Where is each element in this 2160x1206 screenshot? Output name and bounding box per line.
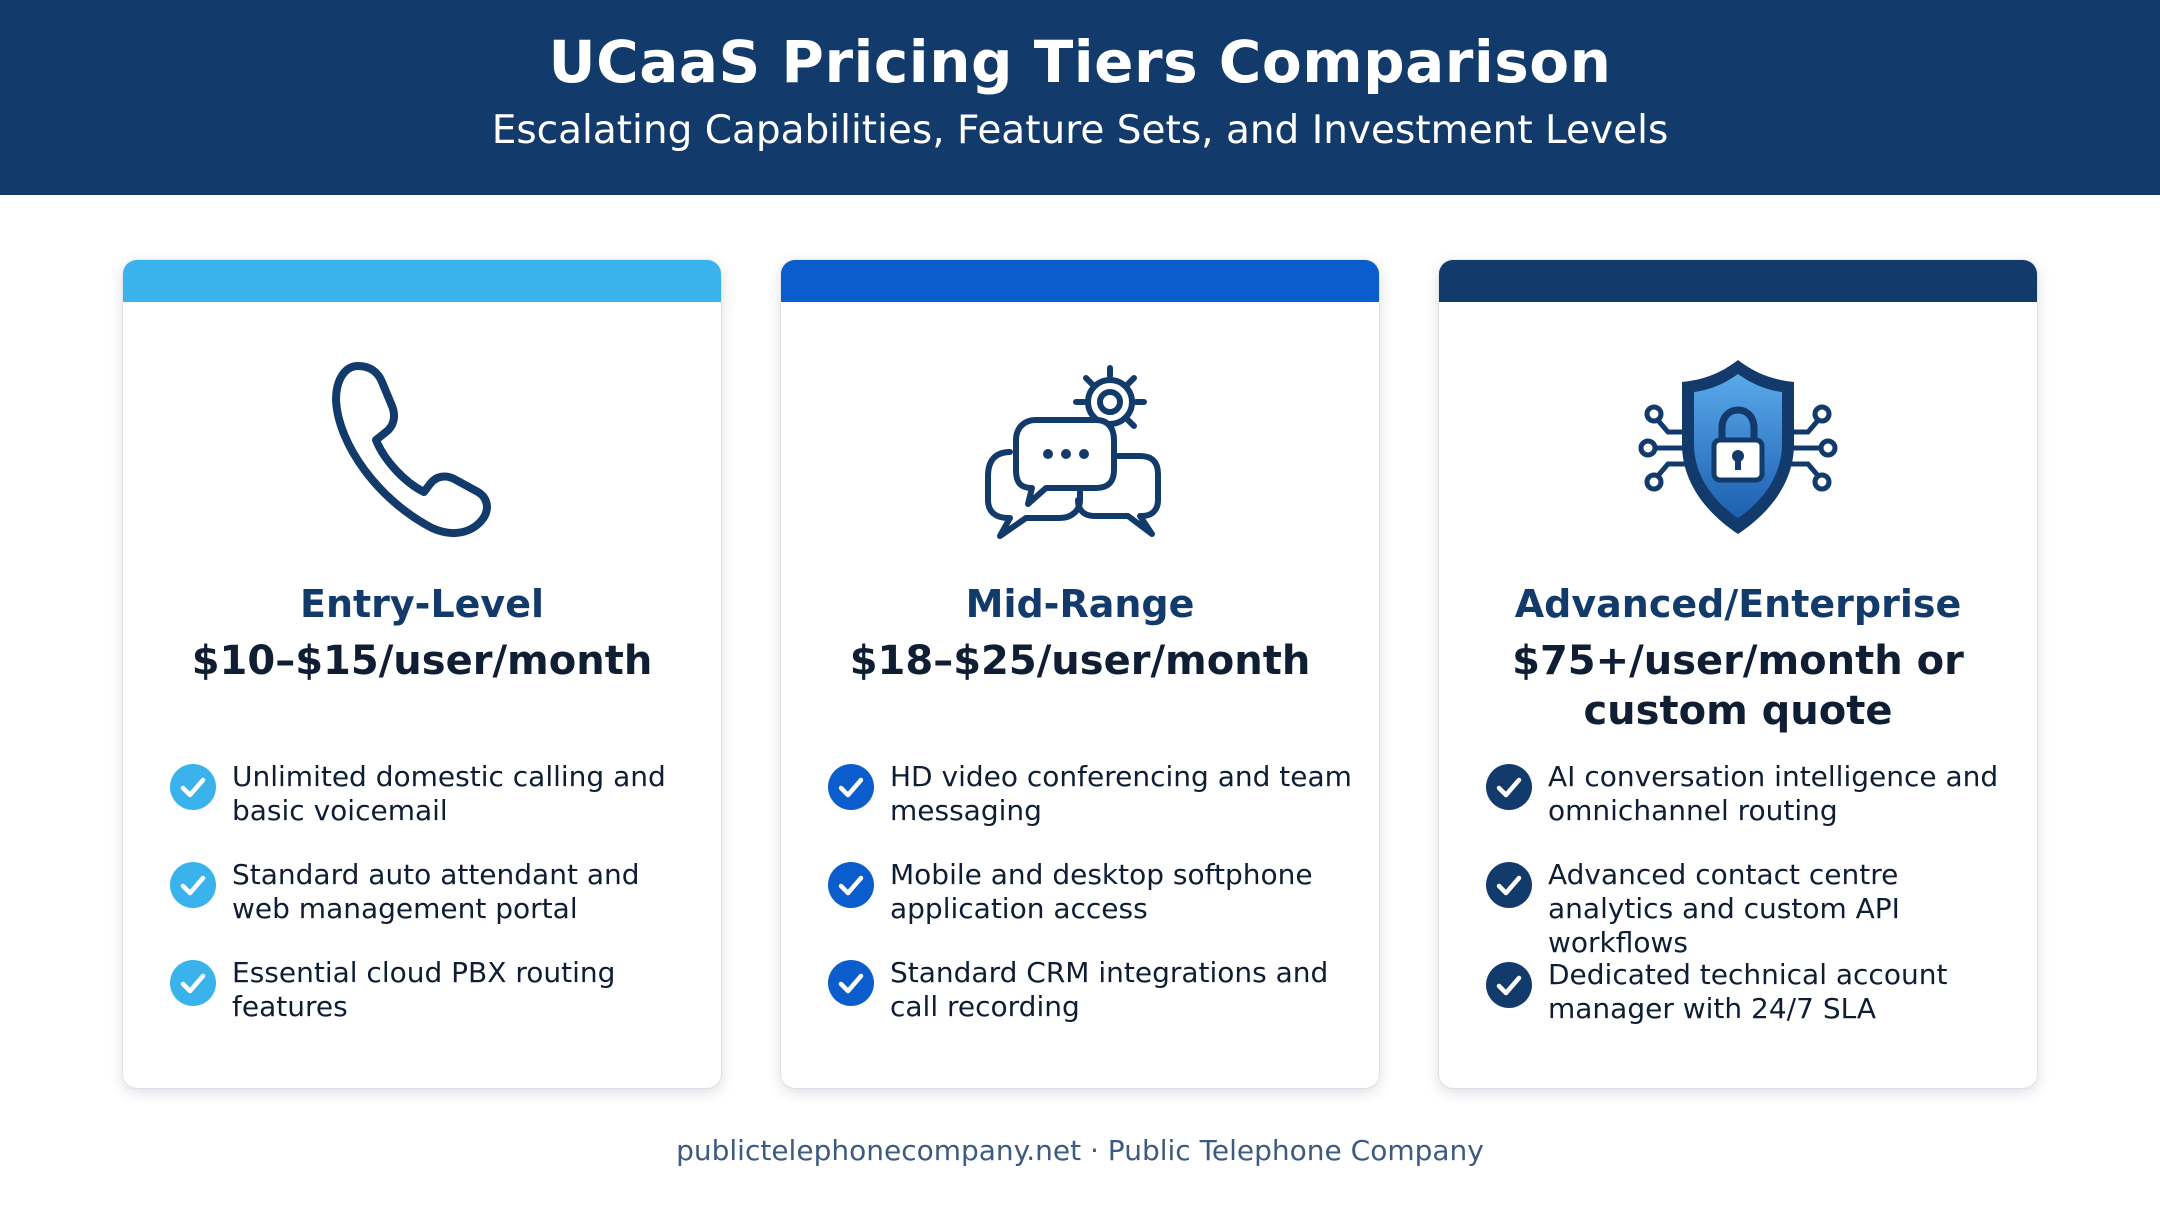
feature-text: Dedicated technical account manager with… bbox=[1548, 958, 1948, 1025]
tier-card-entry-level: Entry-Level $10–$15/user/month Unlimited… bbox=[123, 260, 721, 1088]
feature-item: AI conversation intelligence and omnicha… bbox=[1486, 760, 2017, 828]
tier-price: $18–$25/user/month bbox=[849, 638, 1311, 684]
check-icon bbox=[828, 764, 874, 810]
check-icon bbox=[170, 960, 216, 1006]
tier-name: Entry-Level bbox=[299, 582, 544, 626]
tier-price: $10–$15/user/month bbox=[191, 638, 653, 684]
feature-text: HD video conferencing and team messaging bbox=[890, 760, 1352, 827]
feature-text: Advanced contact centre analytics and cu… bbox=[1548, 858, 1900, 959]
tier-card-mid-range: Mid-Range $18–$25/user/month HD video co… bbox=[781, 260, 1379, 1088]
feature-item: Mobile and desktop softphone application… bbox=[828, 858, 1359, 926]
card-accent-bar bbox=[1439, 260, 2037, 302]
feature-item: Standard CRM integrations and call recor… bbox=[828, 956, 1359, 1024]
feature-text: Unlimited domestic calling and basic voi… bbox=[232, 760, 666, 827]
check-icon bbox=[1486, 962, 1532, 1008]
feature-item: Dedicated technical account manager with… bbox=[1486, 958, 2017, 1026]
check-icon bbox=[170, 862, 216, 908]
feature-text: Standard CRM integrations and call recor… bbox=[890, 956, 1329, 1023]
tier-name: Mid-Range bbox=[965, 582, 1195, 626]
feature-item: Standard auto attendant and web manageme… bbox=[170, 858, 701, 926]
feature-text: Standard auto attendant and web manageme… bbox=[232, 858, 640, 925]
card-accent-bar bbox=[781, 260, 1379, 302]
feature-text: Mobile and desktop softphone application… bbox=[890, 858, 1313, 925]
page-subtitle: Escalating Capabilities, Feature Sets, a… bbox=[491, 108, 1669, 153]
check-icon bbox=[828, 960, 874, 1006]
page-title: UCaaS Pricing Tiers Comparison bbox=[548, 28, 1612, 96]
check-icon bbox=[170, 764, 216, 810]
chat-gear-icon bbox=[980, 352, 1180, 542]
check-icon bbox=[1486, 862, 1532, 908]
footer-credit: publictelephonecompany.net · Public Tele… bbox=[676, 1134, 1484, 1167]
tier-name: Advanced/Enterprise bbox=[1514, 582, 1962, 626]
check-icon bbox=[1486, 764, 1532, 810]
feature-item: Unlimited domestic calling and basic voi… bbox=[170, 760, 701, 828]
feature-item: Essential cloud PBX routing features bbox=[170, 956, 701, 1024]
card-accent-bar bbox=[123, 260, 721, 302]
tier-price: $75+/user/month or custom quote bbox=[1512, 638, 1964, 734]
feature-item: Advanced contact centre analytics and cu… bbox=[1486, 858, 2017, 960]
feature-text: AI conversation intelligence and omnicha… bbox=[1548, 760, 1999, 827]
feature-text: Essential cloud PBX routing features bbox=[232, 956, 616, 1023]
feature-item: HD video conferencing and team messaging bbox=[828, 760, 1359, 828]
tier-card-advanced-enterprise: Advanced/Enterprise $75+/user/month or c… bbox=[1439, 260, 2037, 1088]
security-shield-lock-icon bbox=[1638, 352, 1838, 542]
header-banner: UCaaS Pricing Tiers Comparison Escalatin… bbox=[0, 0, 2160, 195]
phone-icon bbox=[322, 352, 522, 542]
check-icon bbox=[828, 862, 874, 908]
